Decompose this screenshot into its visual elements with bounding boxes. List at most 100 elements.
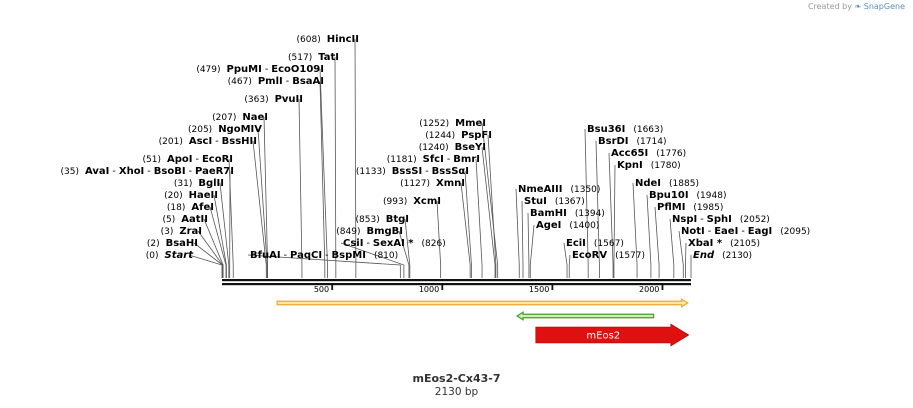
enzyme-name: Acc65I — [611, 148, 648, 159]
enzyme-label: NspI - SphI (2052) — [672, 214, 770, 225]
cut-site-leader — [654, 206, 660, 278]
enzyme-label: (993) XcmI — [383, 196, 441, 207]
cut-site-leader — [527, 212, 530, 278]
enzyme-label-text: (853) BtgI — [356, 214, 409, 225]
enzyme-name: AvaI — [85, 166, 109, 177]
enzyme-label: (1244) PspFI — [425, 130, 492, 141]
enzyme-name: EciI — [566, 238, 586, 249]
enzyme-label: (207) NaeI — [212, 112, 268, 123]
enzyme-label: (363) PvuII — [244, 94, 303, 105]
cut-site-leader — [678, 230, 684, 278]
cut-site-leader — [319, 80, 326, 278]
cut-site-leader — [436, 200, 442, 278]
cut-position: (993) — [383, 197, 407, 207]
label-separator: - — [363, 238, 372, 249]
enzyme-name: TatI — [318, 52, 339, 63]
cut-position: (18) — [167, 203, 185, 213]
cut-position: (853) — [356, 215, 380, 225]
enzyme-label-text: EciI (1567) — [566, 238, 624, 249]
enzyme-name: BmgBI — [366, 226, 403, 237]
label-separator: - — [192, 154, 201, 165]
enzyme-label-text: BfuAI - PaqCI - BspMI (810) — [250, 250, 398, 261]
enzyme-label: (31) BglII — [174, 178, 224, 189]
enzyme-label-text: EcoRV (1577) — [572, 250, 645, 261]
enzyme-label-text: (363) PvuII — [244, 94, 303, 105]
enzyme-label-text: (1127) XmnI — [400, 178, 465, 189]
enzyme-name: NspI — [672, 214, 697, 225]
enzyme-label: EcoRV (1577) — [572, 250, 645, 261]
enzyme-name: PflMI — [657, 202, 685, 213]
enzyme-name: AgeI — [536, 220, 561, 231]
enzyme-label: (608) HincII — [297, 34, 360, 45]
cut-position: (5) — [163, 215, 176, 225]
enzyme-label-text: (3) ZraI — [161, 226, 202, 237]
enzyme-label: (853) BtgI — [356, 214, 409, 225]
backbone-top-strand — [222, 279, 691, 282]
axis-tick-label: 2000 — [639, 285, 659, 294]
cut-site-leaders — [188, 38, 692, 278]
enzyme-label-text: (993) XcmI — [383, 196, 441, 207]
enzyme-label-text: (20) HaeII — [164, 190, 218, 201]
enzyme-label-text: StuI (1367) — [524, 196, 585, 207]
enzyme-label-text: NdeI (1885) — [635, 178, 699, 189]
cut-position: (1780) — [651, 161, 681, 171]
label-separator: - — [697, 214, 706, 225]
enzyme-label: (201) AscI - BssHII — [159, 136, 257, 147]
cut-position: (31) — [174, 179, 192, 189]
enzyme-name: KpnI — [617, 160, 643, 171]
enzyme-label-text: BsrDI (1714) — [598, 136, 666, 147]
sequence-backbone — [222, 279, 691, 286]
cut-position: (1181) — [387, 155, 417, 165]
label-separator: - — [444, 154, 453, 165]
enzyme-label-text: (51) ApoI - EcoRI — [142, 154, 233, 165]
cut-position: (51) — [142, 155, 160, 165]
enzyme-name: EaeI — [714, 226, 738, 237]
cut-position: (1367) — [555, 197, 585, 207]
enzyme-name: NgoMIV — [218, 124, 262, 135]
cut-site-leader — [213, 194, 227, 278]
enzyme-label: (5) AatII — [163, 214, 208, 225]
enzyme-label: Bpu10I (1948) — [649, 190, 726, 201]
enzyme-label-text: Bsu36I (1663) — [587, 124, 663, 135]
cut-position: (1985) — [693, 203, 723, 213]
cut-position: (1885) — [669, 179, 699, 189]
enzyme-label-text: (467) PmlI - BsaAI — [228, 76, 324, 87]
feature-arrow — [276, 298, 689, 308]
enzyme-name: BfuAI — [250, 250, 281, 261]
cut-position: (517) — [288, 53, 312, 63]
cut-position: (1948) — [697, 191, 727, 201]
enzyme-label: (2) BsaHI — [147, 238, 198, 249]
label-separator: - — [322, 250, 331, 261]
enzyme-label: (849) BmgBI — [336, 226, 403, 237]
snapgene-logo-icon: ❧ — [854, 2, 862, 11]
axis-tick-mark — [331, 284, 334, 290]
enzyme-label-text: (479) PpuMI - EcoO109I — [196, 64, 324, 75]
enzyme-name: HaeII — [189, 190, 218, 201]
enzyme-label: KpnI (1780) — [617, 160, 681, 171]
cut-position: (1776) — [656, 149, 686, 159]
feature-arrows: mEos2 — [276, 298, 690, 347]
enzyme-label-text: (1133) BssSI - BssSαI — [356, 166, 469, 177]
cut-site-leader — [529, 224, 535, 278]
enzyme-name: BssHII — [222, 136, 257, 147]
enzyme-label: (20) HaeII — [164, 190, 218, 201]
enzyme-name: CsiI — [343, 238, 363, 249]
feature-label: mEos2 — [586, 331, 620, 342]
cut-position: (1567) — [594, 239, 624, 249]
enzyme-label-text: (205) NgoMIV — [188, 124, 262, 135]
enzyme-name: PaqCI — [290, 250, 322, 261]
cut-position: (1394) — [575, 209, 605, 219]
enzyme-label: (479) PpuMI - EcoO109I — [196, 64, 324, 75]
enzyme-name: End — [693, 250, 715, 261]
cut-site-leader — [669, 218, 675, 278]
enzyme-name: BseYI — [455, 142, 486, 153]
enzyme-label: StuI (1367) — [524, 196, 585, 207]
cut-position: (363) — [244, 95, 268, 105]
cut-position: (826) — [422, 239, 446, 249]
cut-site-leader — [257, 128, 268, 278]
cut-position: (1244) — [425, 131, 455, 141]
enzyme-name: StuI — [524, 196, 547, 207]
cut-site-leader — [568, 254, 571, 278]
cut-site-leader — [219, 182, 230, 278]
label-separator: - — [281, 250, 290, 261]
